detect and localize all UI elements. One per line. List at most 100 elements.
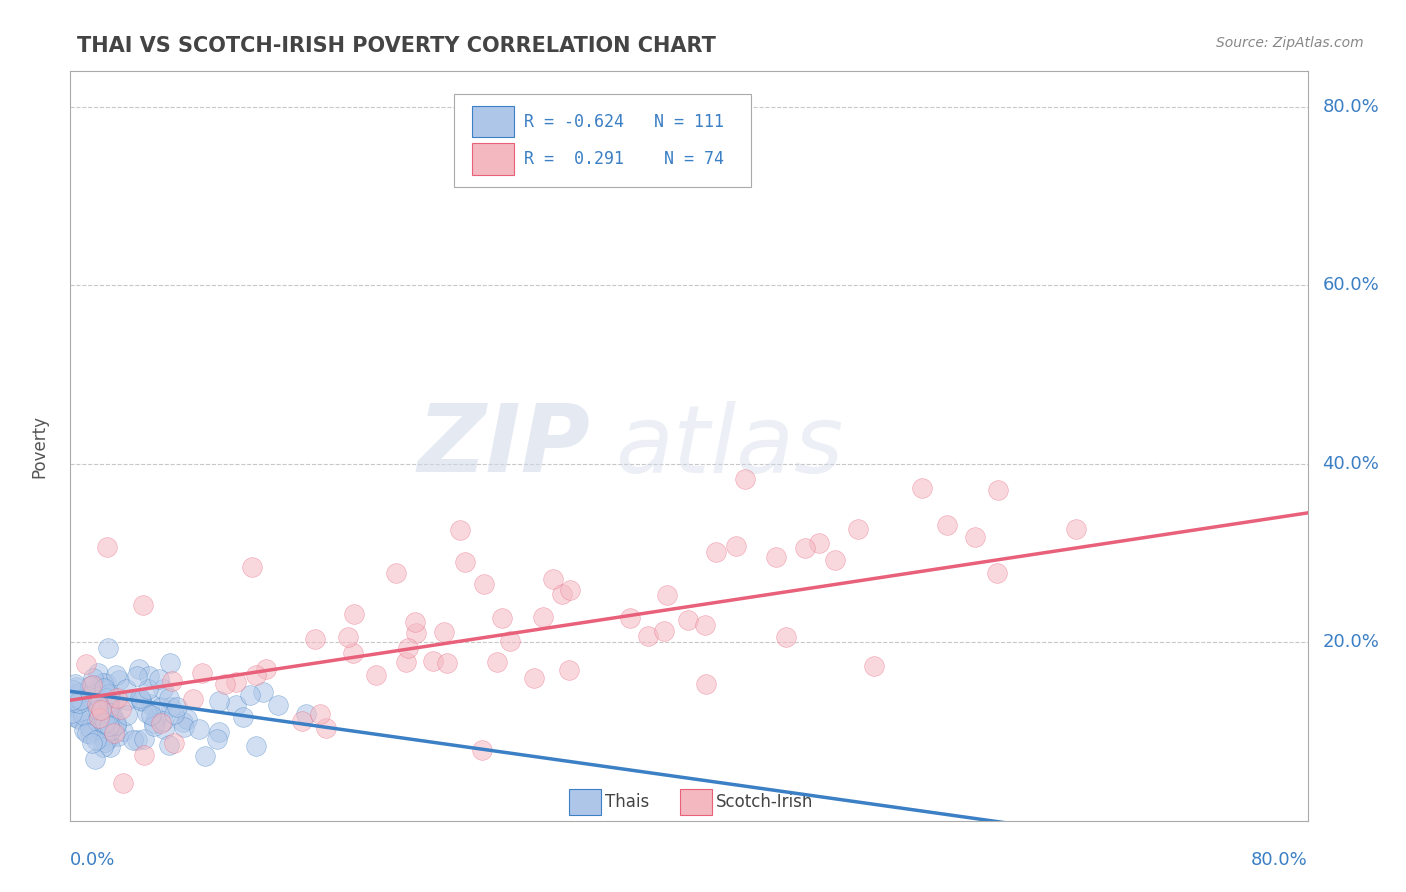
Point — [152, 714, 174, 728]
Point — [90, 703, 112, 717]
Point — [846, 523, 869, 537]
Point — [637, 629, 659, 643]
Point — [96, 691, 118, 706]
Point — [498, 634, 520, 648]
Point — [385, 566, 408, 581]
Point — [405, 626, 427, 640]
Point — [208, 725, 231, 739]
Point — [449, 523, 471, 537]
Point — [128, 690, 150, 705]
Point — [531, 609, 554, 624]
Point — [523, 671, 546, 685]
FancyBboxPatch shape — [472, 144, 515, 175]
Point — [83, 752, 105, 766]
Point — [652, 624, 675, 639]
Point — [111, 724, 134, 739]
Point — [87, 707, 110, 722]
Point — [157, 690, 180, 705]
Point — [108, 673, 131, 687]
Point — [67, 712, 90, 726]
Text: 80.0%: 80.0% — [1323, 98, 1379, 116]
Point — [138, 682, 160, 697]
Point — [86, 697, 108, 711]
Text: R =  0.291    N = 74: R = 0.291 N = 74 — [524, 150, 724, 168]
Point — [70, 691, 93, 706]
Point — [422, 654, 444, 668]
Point — [695, 677, 717, 691]
Point — [105, 716, 128, 731]
Point — [67, 697, 90, 711]
Point — [100, 723, 122, 738]
Point — [97, 719, 120, 733]
Point — [76, 726, 98, 740]
Point — [98, 697, 121, 711]
Point — [87, 711, 110, 725]
Text: Poverty: Poverty — [31, 415, 48, 477]
Point — [100, 740, 122, 755]
Point — [132, 732, 155, 747]
Point — [129, 694, 152, 708]
Point — [82, 736, 104, 750]
Point — [176, 712, 198, 726]
Point — [308, 706, 330, 721]
Point — [138, 669, 160, 683]
Point — [725, 539, 748, 553]
Point — [132, 598, 155, 612]
Text: 60.0%: 60.0% — [1323, 277, 1379, 294]
Point — [152, 681, 174, 696]
Text: 40.0%: 40.0% — [1323, 455, 1379, 473]
Point — [105, 668, 128, 682]
FancyBboxPatch shape — [454, 94, 751, 187]
Point — [404, 615, 426, 630]
Point — [91, 675, 114, 690]
Point — [163, 736, 186, 750]
Text: 0.0%: 0.0% — [70, 851, 115, 869]
Point — [558, 663, 581, 677]
Point — [94, 716, 117, 731]
Point — [80, 717, 103, 731]
Point — [160, 699, 183, 714]
Point — [173, 720, 195, 734]
Point — [96, 731, 118, 746]
Point — [96, 540, 118, 554]
Point — [135, 706, 157, 720]
Point — [97, 696, 120, 710]
Point — [295, 706, 318, 721]
Point — [103, 726, 125, 740]
Point — [79, 721, 101, 735]
Point — [225, 674, 247, 689]
Point — [911, 481, 934, 495]
Point — [239, 688, 262, 702]
Point — [63, 708, 86, 723]
Point — [150, 715, 173, 730]
Point — [396, 641, 419, 656]
Point — [107, 729, 129, 743]
Point — [83, 678, 105, 692]
Point — [619, 611, 641, 625]
Text: Scotch-Irish: Scotch-Irish — [716, 793, 814, 811]
Text: Source: ZipAtlas.com: Source: ZipAtlas.com — [1216, 36, 1364, 50]
Point — [163, 706, 186, 721]
FancyBboxPatch shape — [681, 789, 713, 814]
Point — [471, 743, 494, 757]
Point — [63, 677, 86, 691]
Point — [194, 748, 217, 763]
Point — [89, 700, 111, 714]
Point — [159, 657, 181, 671]
Point — [125, 732, 148, 747]
Point — [72, 707, 94, 722]
Point — [94, 675, 117, 690]
Point — [75, 705, 97, 719]
Point — [93, 730, 115, 744]
Point — [115, 707, 138, 722]
Point — [142, 716, 165, 731]
Point — [63, 697, 86, 711]
Point — [491, 611, 513, 625]
Text: ZIP: ZIP — [418, 400, 591, 492]
Point — [79, 727, 101, 741]
Point — [131, 692, 153, 706]
Point — [160, 673, 183, 688]
Point — [98, 690, 121, 704]
Point — [252, 685, 274, 699]
Point — [472, 577, 495, 591]
